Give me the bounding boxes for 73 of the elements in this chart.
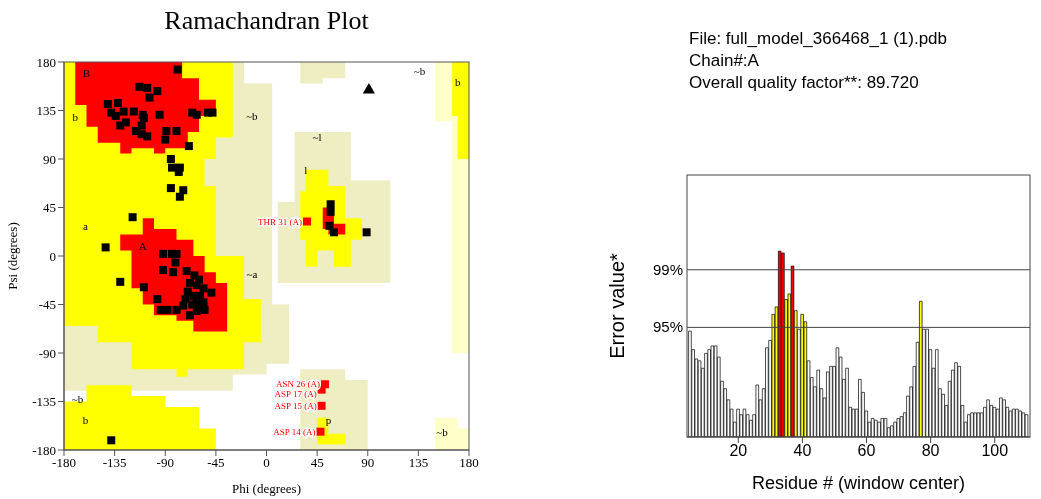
x-tick-label: 90: [361, 455, 375, 471]
x-tick-label: 135: [408, 455, 429, 471]
text: 95%: [652, 318, 683, 337]
annotation: ASP 17 (A): [274, 389, 317, 400]
point: [317, 401, 326, 410]
bar: [883, 418, 888, 437]
annotation: ~a: [246, 268, 258, 281]
annotation: ~b: [413, 64, 426, 77]
annotation: b: [82, 413, 89, 426]
annotation: ~b: [246, 109, 259, 122]
annotation: p: [325, 413, 332, 426]
y-tick-label: -45: [38, 297, 56, 313]
x-tick-label: 100: [981, 442, 1009, 460]
y-tick-label: -135: [32, 394, 56, 410]
annotation: b: [455, 76, 461, 89]
y-tick-label: 180: [36, 54, 56, 70]
x-tick-label: 40: [793, 442, 812, 460]
y-tick-label: 45: [43, 200, 56, 216]
bar: [1024, 414, 1029, 437]
bar: [816, 369, 820, 437]
x-tick-label: 45: [310, 455, 324, 471]
chart-title: Ramachandran Plot: [163, 6, 370, 36]
x-tick-label: 80: [921, 442, 940, 460]
annotation: ~b: [436, 425, 449, 438]
bar: [697, 360, 702, 437]
bar: [845, 367, 849, 437]
text: File: full_model_366468_1 (1).pdb: [689, 28, 948, 50]
text: Overall quality factor**: 89.720: [689, 72, 920, 94]
bar: [935, 349, 939, 437]
x-tick-label: 20: [729, 442, 748, 460]
text: 99%: [652, 260, 683, 279]
bar: [713, 345, 718, 437]
bar: [755, 384, 759, 437]
point: [303, 217, 311, 226]
x-tick-label: -135: [102, 455, 127, 471]
bar: [957, 366, 961, 437]
y-tick-label: -90: [38, 345, 56, 361]
y-axis-title: Psi (degrees): [4, 222, 20, 290]
bar: [710, 345, 715, 437]
bar: [992, 406, 997, 437]
bar: [790, 265, 795, 437]
x-axis-title: Phi (degrees): [232, 481, 301, 496]
annotation: l: [304, 163, 308, 176]
bar: [919, 301, 923, 437]
bar: [835, 347, 840, 437]
annotation: b: [72, 110, 79, 123]
annotation: ASN 26 (A): [276, 379, 320, 390]
x-tick-label: 60: [857, 442, 876, 460]
annotation: ~l: [312, 131, 322, 144]
y-tick-label: 0: [49, 248, 56, 264]
y-tick-label: 90: [43, 151, 56, 167]
y-tick-label: 135: [36, 103, 56, 119]
annotation: ASP 14 (A): [273, 426, 316, 437]
annotation: A: [138, 240, 147, 253]
annotation: ASP 15 (A): [274, 400, 317, 411]
x-axis-title: Residue # (window center): [751, 473, 966, 493]
bar: [688, 330, 692, 437]
bar: [1021, 412, 1026, 437]
bar: [736, 408, 740, 437]
point: [316, 427, 325, 436]
text: Chain#:A: [689, 50, 760, 72]
x-tick-label: 180: [459, 455, 479, 471]
bar: [986, 399, 990, 437]
annotation: a: [82, 219, 88, 232]
y-axis-title: Error value*: [605, 252, 629, 361]
annotation: B: [82, 66, 91, 79]
point: [362, 83, 375, 94]
x-tick-label: -45: [207, 455, 225, 471]
bar: [858, 379, 862, 437]
x-tick-label: -90: [156, 455, 174, 471]
x-tick-label: 0: [263, 455, 270, 471]
bar: [742, 408, 747, 437]
bar: [1018, 410, 1022, 437]
